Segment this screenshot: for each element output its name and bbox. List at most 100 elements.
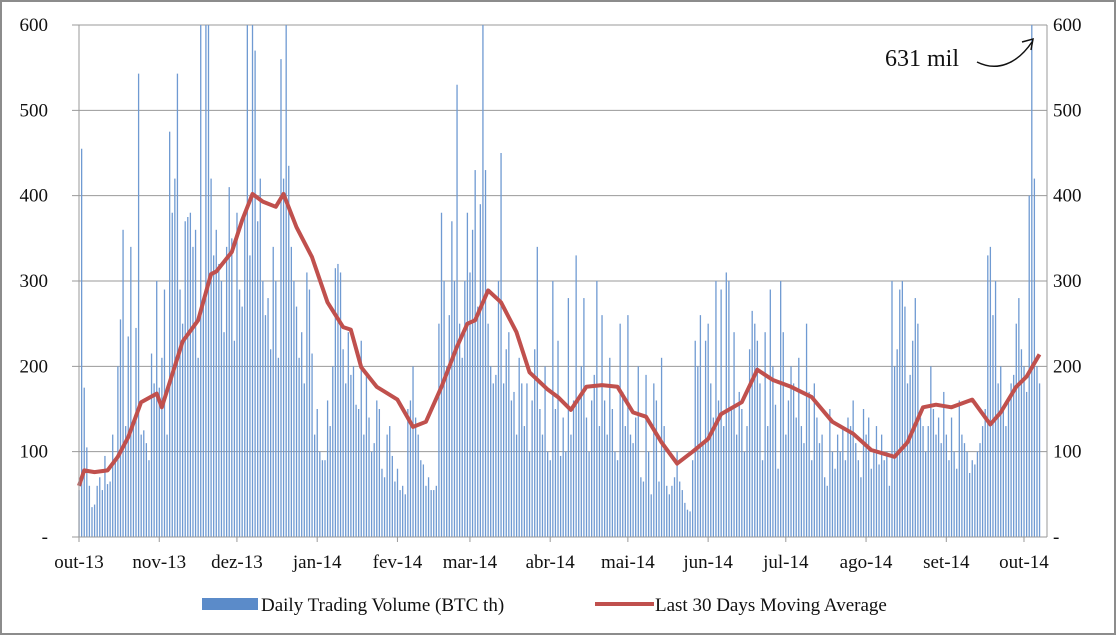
volume-bar — [798, 357, 800, 537]
volume-bar — [238, 289, 241, 537]
volume-bar — [106, 484, 109, 537]
volume-bar — [93, 504, 96, 537]
volume-bar — [635, 417, 637, 537]
volume-bar — [945, 434, 948, 537]
volume-bar — [994, 281, 997, 537]
volume-bar — [502, 383, 505, 537]
volume-bar — [637, 366, 639, 537]
x-tick-label: mai-14 — [601, 552, 655, 573]
volume-bar — [414, 417, 417, 537]
volume-bar — [660, 357, 663, 537]
volume-bar — [288, 165, 290, 538]
volume-bar — [712, 417, 715, 537]
volume-bar — [130, 246, 132, 537]
volume-bar — [741, 409, 743, 537]
volume-bar — [264, 315, 267, 537]
axes: - - 100 100 200 200 300 300 400 400 500 500 600 600 ou… — [20, 15, 1082, 573]
volume-bar — [378, 409, 381, 537]
volume-bar — [813, 383, 815, 537]
y-tick-label-left: - — [42, 527, 48, 548]
volume-bar — [200, 25, 202, 537]
x-tick-label: out-13 — [54, 552, 104, 573]
volume-bar — [1007, 400, 1010, 537]
volume-bar — [417, 434, 419, 537]
volume-bar — [321, 460, 324, 537]
volume-bar — [927, 426, 929, 537]
volume-bar — [236, 212, 238, 537]
volume-bar — [479, 204, 481, 537]
volume-bar — [383, 477, 386, 537]
volume-bar — [451, 221, 453, 537]
y-tick-label-right: - — [1053, 527, 1059, 548]
volume-bar — [394, 481, 396, 537]
volume-bar — [80, 148, 83, 537]
volume-bar — [91, 507, 93, 537]
volume-bar — [326, 400, 329, 537]
volume-bar — [231, 238, 233, 538]
x-tick-label: jan-14 — [292, 552, 342, 573]
volume-bar — [857, 460, 859, 537]
volume-bar — [430, 490, 432, 537]
volume-bar — [826, 485, 828, 537]
volume-bar — [513, 391, 515, 537]
volume-bar — [324, 460, 326, 537]
volume-bar — [647, 451, 650, 537]
volume-bar — [122, 229, 124, 538]
volume-bar — [358, 409, 360, 537]
volume-bar — [961, 434, 963, 537]
volume-bar — [497, 281, 500, 537]
volume-bar — [316, 409, 318, 537]
volume-bar — [257, 221, 259, 537]
volume-bar — [1036, 366, 1038, 537]
volume-bar — [365, 374, 368, 537]
volume-bar — [458, 323, 461, 537]
volume-bar — [166, 434, 168, 537]
volume-bar — [616, 460, 619, 537]
volume-bar — [839, 451, 841, 537]
y-tick-label-left: 600 — [20, 15, 49, 36]
volume-bar — [96, 485, 98, 537]
volume-bar — [269, 349, 272, 537]
volume-bar — [904, 306, 906, 537]
volume-bar — [603, 400, 606, 537]
volume-bar — [655, 400, 658, 537]
volume-bar — [979, 443, 981, 537]
volume-bar — [440, 212, 443, 537]
volume-bar — [233, 340, 236, 537]
volume-bar — [194, 229, 197, 538]
volume-bar — [992, 315, 994, 537]
volume-bar — [663, 426, 665, 537]
volume-bar — [202, 298, 204, 537]
volume-bar — [1000, 366, 1002, 537]
volume-bar — [956, 468, 958, 537]
annotation: 631 mil — [885, 37, 1034, 72]
volume-bar — [689, 511, 691, 537]
volume-bar — [572, 400, 575, 537]
volume-bar — [671, 485, 673, 537]
volume-bar — [469, 272, 471, 537]
volume-bar — [360, 340, 362, 537]
x-tick-label: dez-13 — [211, 552, 263, 573]
volume-bar — [189, 212, 192, 537]
volume-bar — [466, 212, 469, 537]
volume-bar — [953, 451, 955, 537]
volume-bar — [427, 477, 430, 537]
volume-bar — [251, 25, 254, 537]
y-tick-label-left: 300 — [20, 271, 49, 292]
volume-bar — [622, 391, 624, 537]
volume-bar — [161, 357, 163, 537]
volume-bar — [518, 357, 520, 537]
volume-bar — [593, 374, 595, 537]
volume-bar — [539, 409, 541, 537]
volume-bar — [948, 460, 950, 537]
volume-bar — [534, 349, 536, 537]
y-tick-label-left: 500 — [20, 100, 49, 121]
volume-bar — [267, 298, 269, 537]
volume-bar — [922, 426, 924, 537]
volume-bar — [244, 212, 246, 537]
volume-bar — [736, 434, 738, 537]
volume-bar — [523, 426, 526, 537]
volume-bar — [220, 281, 223, 537]
volume-bar — [565, 451, 567, 537]
volume-bar — [987, 255, 989, 537]
